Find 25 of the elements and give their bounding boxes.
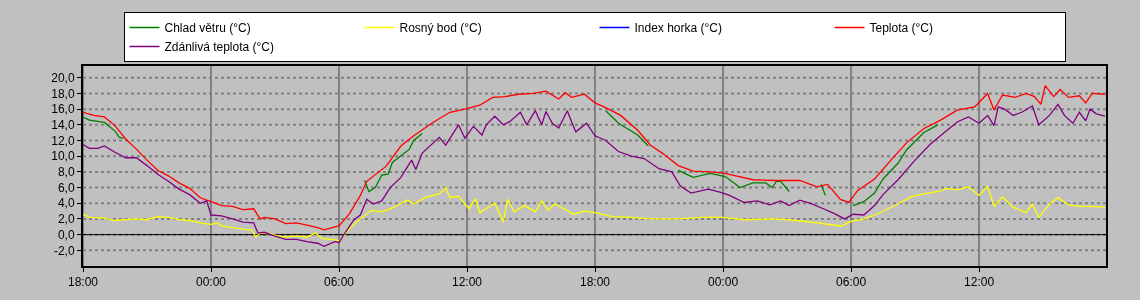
y-tick-label: 2,0 bbox=[57, 212, 75, 227]
y-tick-label: 14,0 bbox=[51, 118, 75, 133]
legend-label: Rosný bod (°C) bbox=[399, 21, 482, 36]
y-tick-label: 16,0 bbox=[51, 102, 75, 117]
y-tick-label: 12,0 bbox=[51, 133, 75, 148]
legend-label: Teplota (°C) bbox=[869, 21, 933, 36]
y-tick-label: 0,0 bbox=[57, 227, 75, 242]
y-tick-label: 18,0 bbox=[51, 86, 75, 101]
y-tick-label: 10,0 bbox=[51, 149, 75, 164]
y-tick-label: 8,0 bbox=[57, 165, 75, 180]
x-tick-label: 12:00 bbox=[964, 275, 995, 290]
y-tick-label: 6,0 bbox=[57, 180, 75, 195]
x-tick-label: 12:00 bbox=[452, 275, 483, 290]
y-tick-label: -2,0 bbox=[53, 243, 75, 258]
x-tick-label: 06:00 bbox=[324, 275, 355, 290]
legend-label: Zdánlivá teplota (°C) bbox=[164, 40, 275, 55]
y-tick-label: 20,0 bbox=[51, 70, 75, 85]
x-tick-label: 00:00 bbox=[195, 275, 227, 290]
legend-label: Chlad větru (°C) bbox=[164, 21, 251, 36]
x-tick-label: 18:00 bbox=[67, 275, 99, 290]
x-tick-label: 06:00 bbox=[836, 275, 867, 290]
x-tick-label: 00:00 bbox=[708, 275, 739, 290]
y-tick-label: 4,0 bbox=[57, 196, 75, 211]
legend-label: Index horka (°C) bbox=[634, 21, 722, 36]
x-tick-label: 18:00 bbox=[580, 275, 611, 290]
